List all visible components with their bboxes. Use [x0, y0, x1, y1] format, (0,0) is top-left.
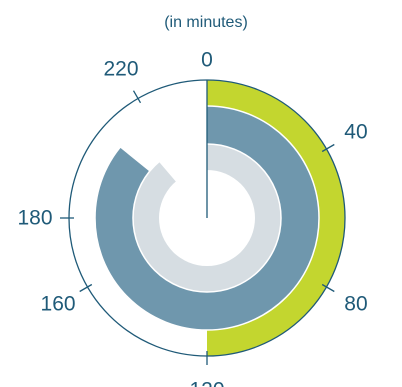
tick-label: 40 — [344, 121, 367, 144]
tick-mark — [321, 143, 335, 153]
tick-label: 120 — [189, 379, 224, 387]
tick-mark — [321, 283, 335, 293]
chart-subtitle: (in minutes) — [164, 14, 248, 31]
tick-label: 220 — [103, 58, 138, 81]
tick-label: 160 — [41, 293, 76, 316]
tick-mark — [132, 90, 142, 104]
tick-mark — [79, 283, 93, 293]
tick-label: 180 — [17, 207, 52, 230]
tick-label: 0 — [201, 49, 213, 72]
bars-layer — [94, 80, 345, 356]
tick-label: 80 — [344, 293, 367, 316]
axis-layer: 0 40 80 120 160 180 220 — [17, 49, 367, 387]
